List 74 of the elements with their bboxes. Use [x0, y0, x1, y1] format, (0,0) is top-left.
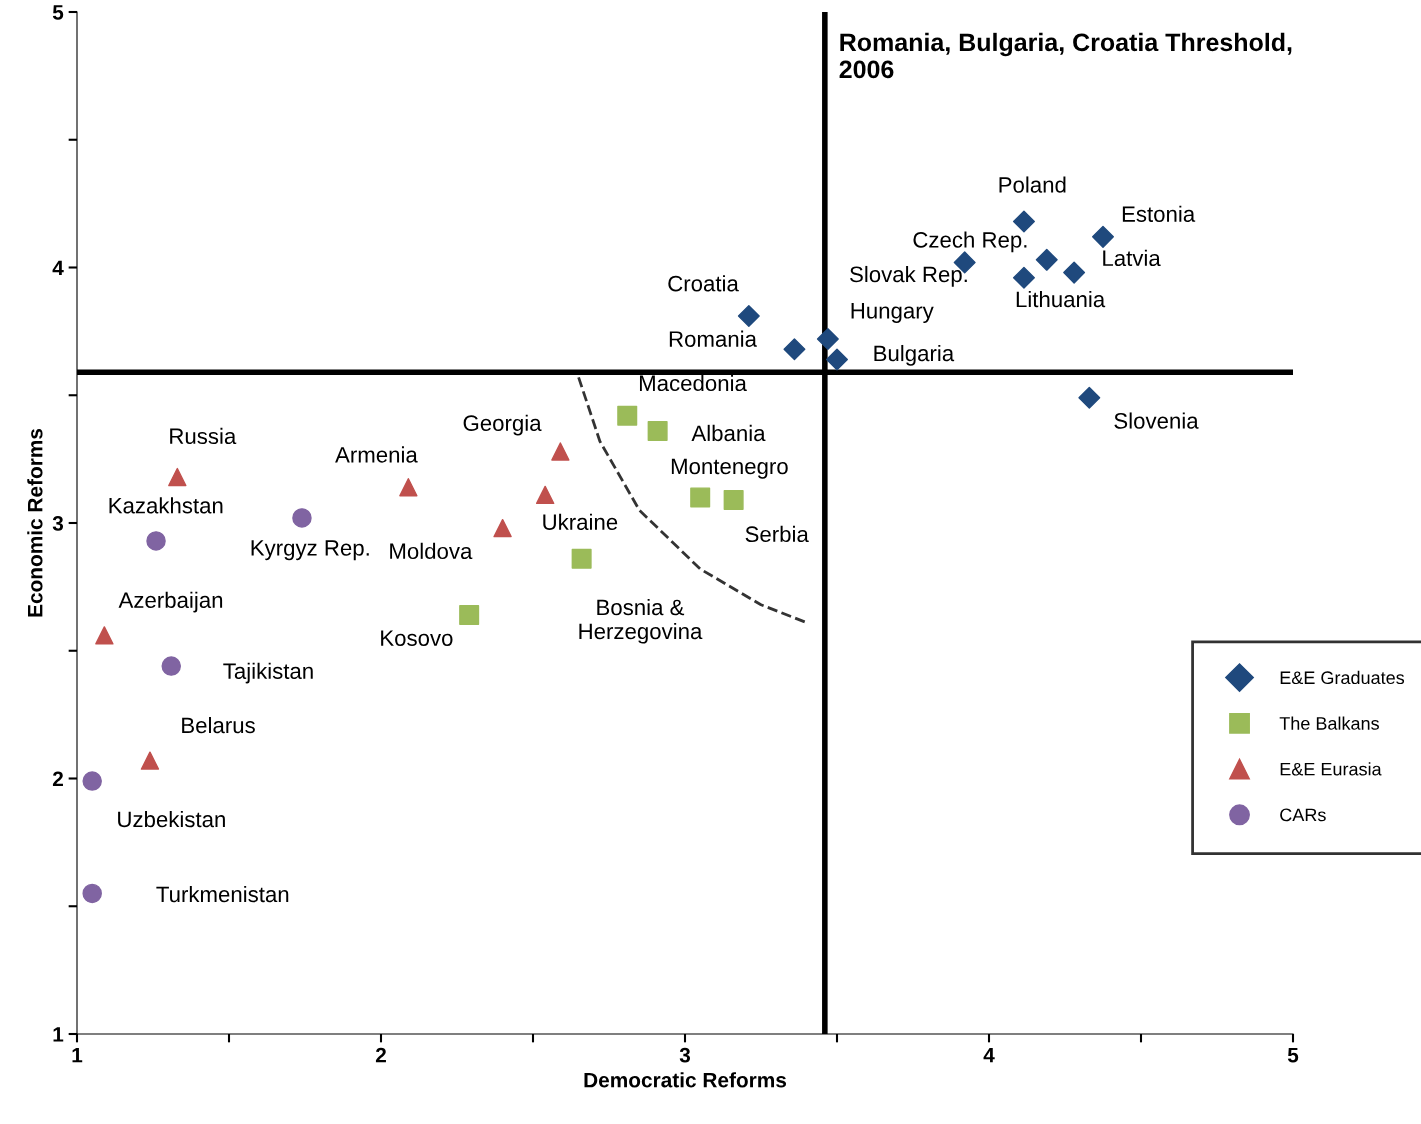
annotation: Belarus [182, 716, 255, 734]
point [95, 626, 114, 645]
x-axis-title: Democratic Reforms [584, 1072, 787, 1088]
point [647, 421, 668, 442]
point [551, 442, 570, 461]
annotation: Montenegro [671, 458, 788, 479]
annotation: Armenia [335, 446, 418, 463]
annotation: Kyrgyz Rep. [251, 540, 369, 561]
point [535, 485, 555, 505]
annotation: Latvia [1103, 249, 1161, 267]
x-tick-label: 3 [679, 1047, 691, 1063]
point [292, 508, 312, 528]
ref-line-label: Romania, Bulgaria, Croatia Threshold, 2006 [839, 32, 1292, 79]
annotation: Russia [170, 427, 237, 445]
legend-label: E&E Graduates [1280, 670, 1405, 685]
x-tick-label: 1 [72, 1047, 83, 1063]
annotation: Croatia [668, 275, 739, 292]
annotation: Hungary [851, 303, 934, 324]
annotation: Serbia [745, 525, 809, 543]
point [723, 489, 744, 511]
point [82, 771, 102, 791]
point [1092, 225, 1114, 248]
x-tick-label: 4 [983, 1047, 995, 1063]
point [571, 548, 592, 569]
y-tick-label: 5 [52, 5, 64, 20]
legend-label: CARs [1280, 808, 1326, 822]
point [1063, 261, 1086, 284]
point [783, 338, 806, 361]
y-tick-label: 3 [52, 516, 64, 531]
point [146, 531, 166, 551]
annotation: Ukraine [543, 513, 618, 531]
y-tick-label: 1 [53, 1027, 64, 1042]
annotation: Lithuania [1016, 290, 1106, 308]
annotation: Albania [691, 424, 766, 442]
annotation: Kazakhstan [109, 497, 223, 514]
point [168, 467, 187, 487]
point [816, 328, 839, 351]
point [1012, 266, 1035, 289]
x-tick-label: 5 [1287, 1047, 1299, 1063]
point [617, 405, 638, 426]
point [459, 604, 480, 625]
annotation: Turkmenistan [156, 885, 289, 903]
y-axis-title: Economic Reforms [27, 428, 43, 617]
point [1035, 248, 1058, 271]
point [493, 518, 512, 538]
annotation: Bosnia & Herzegovina [579, 598, 703, 644]
annotation: Tajikistan [223, 662, 313, 684]
annotation: Poland [999, 176, 1066, 193]
annotation: Bulgaria [874, 344, 955, 366]
annotation: Azerbaijan [118, 591, 223, 613]
point [1012, 210, 1035, 233]
point [826, 348, 848, 371]
legend-label: The Balkans [1279, 716, 1379, 730]
annotation: Estonia [1122, 205, 1196, 222]
point [140, 751, 160, 770]
annotation: Kosovo [381, 630, 453, 646]
annotation: Romania [669, 330, 757, 347]
y-tick-label: 2 [52, 771, 63, 787]
annotation: Macedonia [639, 374, 747, 392]
point [737, 305, 760, 328]
x-tick-label: 2 [375, 1047, 386, 1063]
point [161, 656, 181, 676]
legend-label: E&E Eurasia [1280, 762, 1382, 776]
point [690, 487, 711, 508]
annotation: Moldova [390, 542, 473, 560]
annotation: Uzbekistan [118, 810, 225, 828]
annotation: Czech Rep. [913, 231, 1027, 253]
annotation: Slovak Rep. [850, 265, 967, 287]
point [82, 883, 102, 904]
annotation: Georgia [463, 414, 542, 436]
y-tick-label: 4 [52, 260, 64, 276]
point [1078, 386, 1101, 409]
annotation: Slovenia [1114, 412, 1199, 429]
point [399, 478, 418, 497]
